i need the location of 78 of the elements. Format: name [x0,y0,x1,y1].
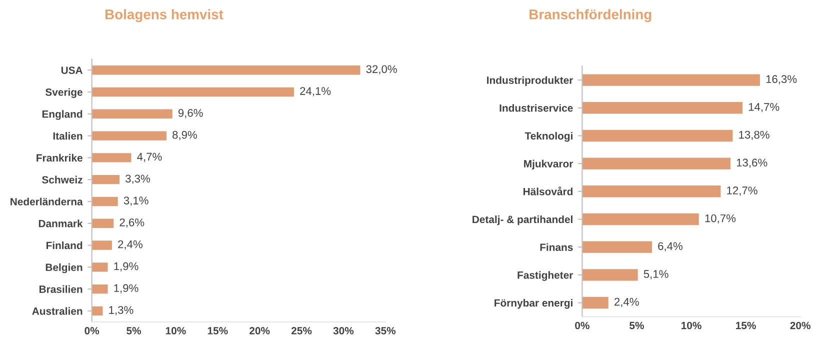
data-label: 10,7% [705,214,736,224]
x-tick-label: 15% [736,322,756,330]
bar [92,262,108,272]
bar [92,131,166,140]
x-tick-label: 30% [333,327,354,334]
x-tick-label: 10% [166,327,186,334]
bar [582,102,743,114]
bar [92,284,108,294]
bar [92,109,172,118]
y-tick-label: Förnybar energi [494,298,572,309]
x-tick-label: 0% [84,327,100,334]
data-label: 5,1% [644,270,668,280]
x-tick-label: 20% [790,322,810,330]
chart-title: Bolagens hemvist [106,9,224,22]
bar [582,130,733,142]
y-tick-label: Fastigheter [518,271,574,281]
bar [582,241,652,253]
y-tick-label: England [42,110,82,120]
data-label: 3,3% [126,174,150,184]
x-tick-label: 10% [681,322,702,330]
y-tick-label: Industriprodukter [487,76,574,86]
x-tick-label: 0% [575,322,590,330]
data-label: 24,1% [300,87,331,96]
bar [92,196,118,206]
y-tick-label: Mjukvaror [524,160,574,170]
y-tick-label: Hälsovård [524,186,572,196]
data-label: 2,6% [120,218,144,228]
data-label: 16,3% [766,75,797,84]
y-tick-label: Danmark [38,220,83,228]
x-tick-label: 20% [250,327,270,334]
y-tick-label: Industriservice [500,104,573,112]
x-tick-label: 35% [375,327,396,334]
bar [582,74,760,86]
bar [582,158,731,170]
data-label: 2,4% [614,298,639,308]
data-label: 1,9% [114,284,138,294]
y-tick-label: Sverige [45,88,82,98]
x-tick-label: 15% [208,327,228,334]
y-tick-label: Australien [32,307,82,315]
y-tick-label: Schweiz [42,176,82,184]
x-tick-label: 5% [630,322,644,330]
bar [582,213,699,226]
y-tick-label: Nederländerna [10,198,83,206]
data-label: 1,3% [109,306,134,316]
bar [92,174,120,184]
data-label: 14,7% [748,103,780,112]
data-label: 9,6% [178,109,203,118]
data-label: 3,1% [124,196,148,206]
bar [92,218,114,228]
data-label: 32,0% [366,65,397,74]
y-tick-label: USA [61,66,83,74]
x-tick-label: 25% [291,327,312,334]
y-tick-label: Finans [540,243,573,251]
y-tick-label: Italien [53,132,82,140]
y-tick-label: Teknologi [524,132,572,142]
bar [582,186,721,198]
bar [92,153,132,162]
data-label: 6,4% [658,242,682,252]
data-label: 13,6% [736,158,768,168]
y-tick-label: Finland [46,241,82,250]
y-tick-label: Detalj- & partihandel [472,215,572,226]
data-label: 4,7% [137,152,162,162]
bar [92,66,360,75]
data-label: 12,7% [727,186,758,196]
data-label: 8,9% [172,130,197,140]
bar [92,240,112,250]
y-tick-label: Frankrike [36,154,82,162]
bar [92,87,294,97]
bar [92,306,103,316]
y-tick-label: Brasilien [40,285,82,293]
data-label: 1,9% [114,262,138,272]
data-label: 13,8% [739,130,770,140]
bar [582,269,638,281]
chart-title: Branschfördelning [530,9,652,22]
data-label: 2,4% [118,240,142,250]
bar [582,296,608,309]
x-tick-label: 5% [126,327,142,334]
y-tick-label: Belgien [46,263,82,274]
